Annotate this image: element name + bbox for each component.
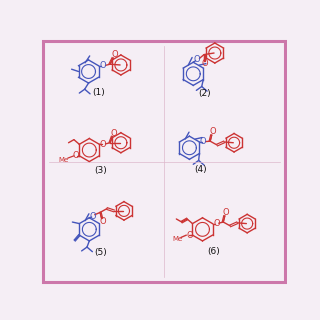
Text: O: O <box>111 51 118 60</box>
Text: O: O <box>209 127 216 136</box>
Text: (3): (3) <box>94 166 107 175</box>
Text: O: O <box>186 231 193 240</box>
Text: O: O <box>100 61 107 70</box>
Text: Me: Me <box>59 157 69 163</box>
Text: O: O <box>213 219 220 228</box>
Text: (5): (5) <box>94 248 107 257</box>
Text: Me: Me <box>172 236 182 242</box>
Text: O: O <box>89 212 96 221</box>
Text: O: O <box>200 138 207 147</box>
Text: O: O <box>99 217 106 226</box>
Text: (2): (2) <box>198 89 211 98</box>
Text: O: O <box>202 59 208 68</box>
Text: O: O <box>194 55 200 64</box>
Text: O: O <box>222 208 229 217</box>
Text: (4): (4) <box>195 165 207 174</box>
Text: O: O <box>111 129 117 138</box>
Text: (1): (1) <box>92 88 105 97</box>
Text: (6): (6) <box>208 247 220 256</box>
Text: O: O <box>100 140 107 149</box>
Text: O: O <box>73 151 80 160</box>
